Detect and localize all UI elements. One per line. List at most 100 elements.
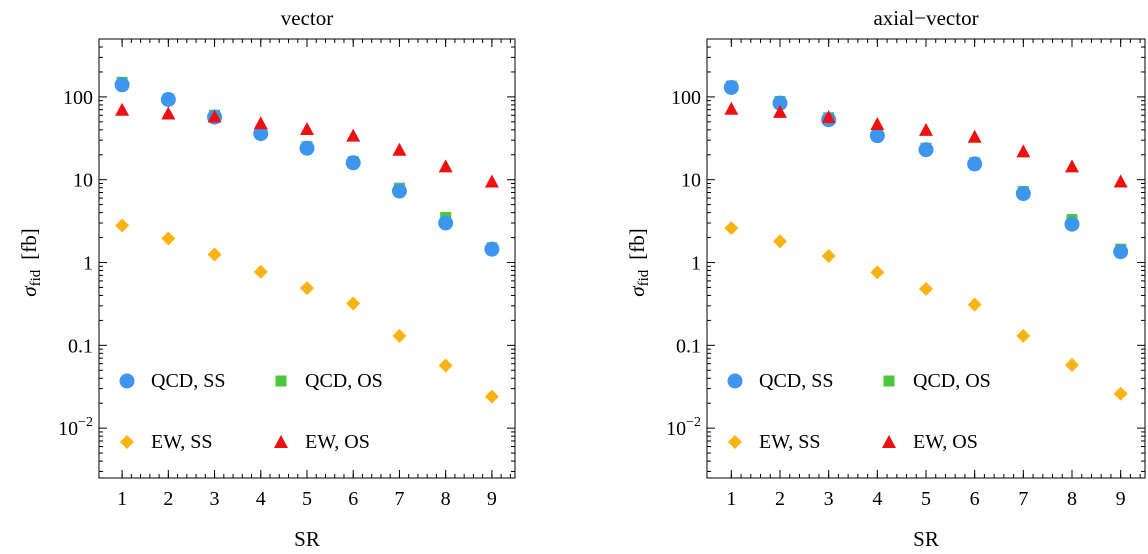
data-point — [821, 110, 836, 124]
series-ew-os — [115, 102, 499, 188]
y-tick-label: 0.1 — [676, 335, 701, 357]
legend-label: QCD, OS — [913, 370, 991, 392]
data-point — [300, 281, 314, 296]
y-tick-label: 10−2 — [58, 415, 93, 440]
x-tick-label: 7 — [1018, 488, 1028, 510]
chart-title: axial−vector — [873, 6, 978, 30]
legend: QCD, SS QCD, OS EW, SS EW, OS — [119, 370, 383, 453]
data-point — [724, 221, 739, 236]
y-tick-label: 10 — [73, 170, 93, 192]
y-tick-label: 0.1 — [68, 335, 93, 357]
data-point — [345, 155, 361, 171]
x-tick-label: 9 — [1116, 488, 1126, 510]
data-point — [821, 248, 836, 263]
legend-marker — [120, 435, 134, 449]
data-point — [870, 265, 885, 280]
data-point — [115, 218, 130, 233]
data-point — [300, 121, 314, 135]
data-point — [870, 117, 885, 131]
data-point — [484, 241, 500, 257]
legend-label: QCD, OS — [305, 370, 383, 392]
y-tick-label: 1 — [83, 253, 93, 275]
data-point — [919, 122, 933, 136]
x-tick-label: 8 — [441, 488, 451, 510]
x-tick-label: 5 — [302, 488, 312, 510]
x-tick-label: 5 — [921, 488, 931, 510]
x-tick-label: 4 — [872, 488, 882, 510]
data-point — [160, 91, 176, 107]
x-tick-label: 3 — [210, 488, 220, 510]
data-point — [438, 215, 454, 231]
data-point — [207, 109, 222, 123]
series-ew-ss — [724, 221, 1128, 401]
data-point — [207, 247, 222, 262]
data-point — [114, 77, 130, 93]
data-point — [1113, 386, 1128, 401]
y-tick-label: 100 — [671, 87, 701, 109]
legend-label: EW, SS — [151, 431, 213, 453]
data-point — [869, 128, 885, 144]
data-point — [1113, 244, 1129, 260]
data-point — [967, 129, 982, 143]
legend-label: EW, OS — [913, 431, 978, 453]
data-point — [1065, 159, 1079, 173]
y-axis-label: σfid[fb] — [17, 228, 44, 297]
chart-panel-2: axial−vector 1 2 3 4 5 6 7 8 9 10−2 0.1 1 10 100 SR σfid… — [625, 6, 1146, 551]
data-point — [1065, 357, 1079, 372]
plot-frame — [98, 38, 516, 479]
x-axis-label: SR — [913, 527, 939, 551]
legend-label: QCD, SS — [151, 370, 225, 392]
data-point — [484, 174, 499, 188]
chart-panel-1: vector 1 2 3 4 5 6 7 8 9 10−2 0.1 1 10 100 SR σfid[fb] QC… — [17, 6, 516, 551]
data-point — [392, 142, 407, 156]
data-point — [1016, 328, 1031, 343]
data-point — [438, 159, 453, 173]
data-point — [484, 389, 499, 404]
legend-marker — [274, 435, 288, 448]
legend-marker — [275, 375, 287, 387]
legend-label: QCD, SS — [759, 370, 833, 392]
data-point — [967, 156, 983, 172]
legend-label: EW, SS — [759, 431, 821, 453]
chart-title: vector — [281, 6, 333, 30]
data-point — [773, 104, 787, 118]
legend-marker — [883, 375, 895, 387]
legend-marker — [728, 435, 742, 449]
data-point — [967, 297, 982, 312]
series-qcd-ss — [114, 77, 500, 257]
data-point — [1016, 144, 1031, 158]
data-point — [918, 142, 934, 158]
data-point — [438, 358, 453, 373]
y-tick-label: 1 — [691, 253, 701, 275]
data-point — [723, 79, 739, 95]
data-point — [346, 296, 361, 311]
x-tick-label: 8 — [1067, 488, 1077, 510]
y-tick-label: 100 — [63, 87, 93, 109]
data-point — [299, 140, 315, 156]
data-point — [253, 126, 269, 142]
x-tick-label: 2 — [775, 488, 785, 510]
data-point — [391, 183, 407, 199]
data-point — [161, 231, 176, 246]
x-tick-label: 6 — [970, 488, 980, 510]
x-tick-label: 1 — [726, 488, 736, 510]
x-axis-label: SR — [294, 527, 320, 551]
legend: QCD, SS QCD, OS EW, SS EW, OS — [727, 370, 991, 453]
data-point — [919, 281, 933, 296]
y-axis-label: σfid[fb] — [625, 228, 652, 297]
y-tick-label: 10 — [681, 170, 701, 192]
data-point — [392, 328, 407, 343]
data-point — [253, 116, 268, 130]
legend-label: EW, OS — [305, 431, 370, 453]
legend-marker — [882, 435, 896, 448]
x-tick-label: 1 — [117, 488, 127, 510]
legend-marker — [727, 373, 743, 389]
x-tick-label: 6 — [348, 488, 358, 510]
data-point — [253, 264, 268, 279]
data-point — [773, 234, 787, 249]
x-tick-label: 9 — [487, 488, 497, 510]
series-ew-ss — [115, 218, 499, 404]
data-point — [346, 128, 361, 142]
data-point — [115, 102, 130, 116]
